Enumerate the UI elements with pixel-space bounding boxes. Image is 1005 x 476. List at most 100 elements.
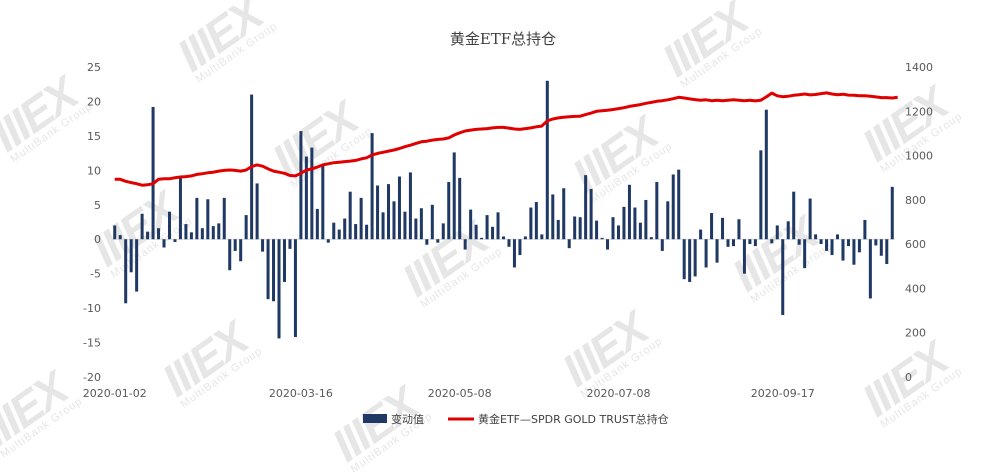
bar <box>239 239 243 262</box>
bar <box>819 239 823 245</box>
right-tick-label: 400 <box>905 282 926 295</box>
bar <box>233 239 237 251</box>
bar <box>841 239 845 261</box>
bar <box>189 232 193 240</box>
bar <box>803 239 807 269</box>
bar <box>556 219 560 240</box>
bar <box>228 239 232 271</box>
bar <box>332 222 336 240</box>
bar <box>507 239 511 247</box>
bar <box>693 239 697 277</box>
bar <box>458 177 462 240</box>
left-tick-label: -10 <box>83 302 101 315</box>
bar <box>649 237 653 240</box>
bar <box>501 236 506 240</box>
bar <box>315 208 319 240</box>
bar <box>173 239 177 242</box>
bar <box>272 239 276 302</box>
bar <box>715 239 719 263</box>
holdings-line <box>114 91 898 187</box>
legend-line-label: 黄金ETF—SPDR GOLD TRUST总持仓 <box>478 412 669 426</box>
bar <box>633 207 637 240</box>
bar <box>326 239 330 243</box>
bar <box>348 191 352 240</box>
bar <box>797 239 801 245</box>
bar <box>710 213 714 240</box>
bar <box>425 239 429 245</box>
bar <box>255 183 259 240</box>
bar <box>584 175 588 240</box>
bar <box>638 222 642 240</box>
bar <box>879 239 883 256</box>
bar <box>836 234 840 240</box>
bar <box>589 188 593 240</box>
bar <box>304 156 308 240</box>
bar <box>857 239 861 253</box>
left-tick-label: 0 <box>94 233 101 246</box>
bar <box>381 212 385 240</box>
bar <box>474 224 478 240</box>
chart: 黄金ETF总持仓 -20 -15 -10 -5 0 5 10 15 20 25 0 200 400 60… <box>83 30 933 426</box>
bar <box>452 152 456 240</box>
bar <box>534 202 538 240</box>
bar <box>282 239 286 282</box>
bar <box>447 182 451 240</box>
right-tick-label: 1000 <box>905 150 933 163</box>
x-tick-label: 2020-09-17 <box>751 387 815 400</box>
bar <box>387 184 391 240</box>
bar <box>644 199 648 240</box>
right-tick-label: 1400 <box>905 61 933 74</box>
left-tick-label: -20 <box>83 371 101 384</box>
bar <box>567 239 571 249</box>
x-tick-label: 2020-07-08 <box>587 387 651 400</box>
left-tick-label: -5 <box>90 268 101 281</box>
bar <box>206 199 210 240</box>
bar <box>627 184 631 240</box>
x-axis: 2020-01-02 2020-03-16 2020-05-08 2020-07-08… <box>83 387 815 400</box>
bar <box>359 197 363 240</box>
legend-bar-swatch <box>363 414 387 423</box>
bar <box>512 239 516 268</box>
bar <box>529 207 533 240</box>
bar <box>337 229 341 240</box>
bar <box>688 239 692 282</box>
bar <box>863 219 867 240</box>
bar <box>622 206 626 240</box>
bar <box>441 223 445 240</box>
bar <box>491 226 495 240</box>
bar <box>244 215 248 240</box>
left-tick-label: 5 <box>94 199 101 212</box>
bar <box>775 225 779 240</box>
bar <box>178 175 182 240</box>
bar <box>573 216 577 240</box>
bar <box>261 239 265 252</box>
bar <box>211 226 215 240</box>
bar <box>814 234 818 240</box>
bar <box>157 228 161 240</box>
bar <box>885 239 889 265</box>
bar <box>759 150 763 240</box>
bar <box>217 223 221 240</box>
legend: 变动值 黄金ETF—SPDR GOLD TRUST总持仓 <box>363 412 669 426</box>
bar <box>118 235 122 240</box>
bar <box>277 239 281 339</box>
bar <box>677 169 681 240</box>
bar <box>397 176 401 240</box>
bar <box>496 212 500 240</box>
bar <box>370 133 374 240</box>
bar <box>321 164 325 240</box>
bar <box>792 191 796 240</box>
bar <box>414 218 418 240</box>
bar <box>310 147 314 240</box>
left-tick-label: -15 <box>83 337 101 350</box>
bar <box>135 239 139 292</box>
bar <box>616 225 620 240</box>
right-tick-label: 0 <box>905 371 912 384</box>
chart-title: 黄金ETF总持仓 <box>450 30 556 48</box>
bar <box>195 197 199 240</box>
right-tick-label: 200 <box>905 327 926 340</box>
bar <box>808 198 812 240</box>
legend-bar-label: 变动值 <box>391 412 424 426</box>
bar <box>764 109 768 240</box>
bar <box>770 239 774 244</box>
